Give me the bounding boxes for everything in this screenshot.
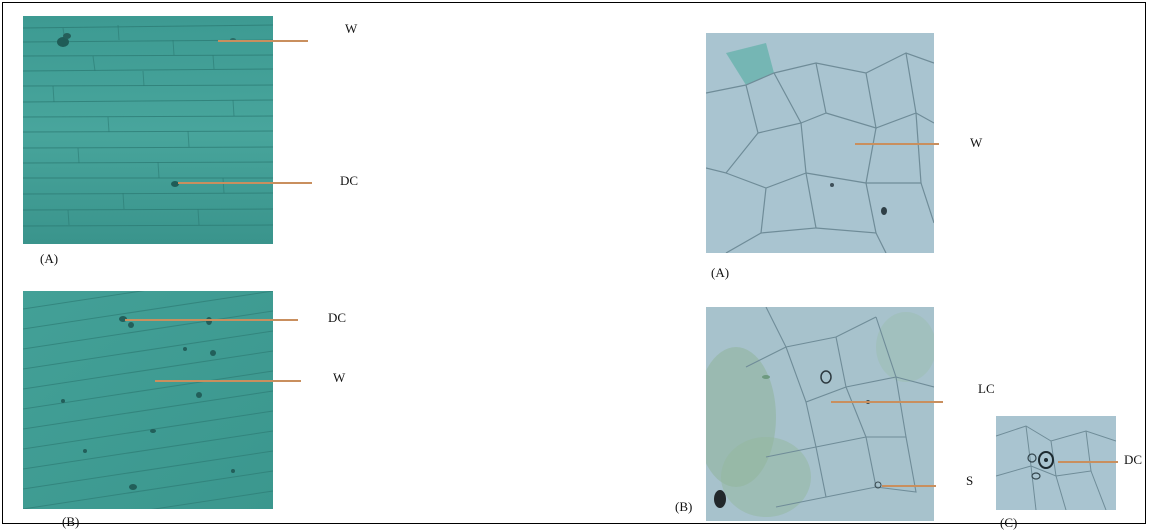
right-a-w-pointer xyxy=(855,143,939,145)
left-a-caption: (A) xyxy=(40,251,59,266)
right-panel-b-micrograph xyxy=(706,307,934,521)
right-b-caption: (B) xyxy=(675,499,693,514)
right-c-dc-pointer xyxy=(1058,461,1118,463)
left-b-dc-pointer xyxy=(125,319,298,321)
left-panel-b-micrograph xyxy=(23,291,273,509)
right-b-lc-pointer xyxy=(831,401,943,403)
right-b-s-pointer xyxy=(882,485,936,487)
left-b-w-pointer xyxy=(155,380,301,382)
right-c-caption: (C) xyxy=(1000,515,1018,530)
left-a-label-dc: DC xyxy=(340,173,359,188)
left-b-caption: (B) xyxy=(62,514,80,529)
left-a-dc-pointer xyxy=(178,182,312,184)
left-b-label-dc: DC xyxy=(328,310,347,325)
right-b-label-s: S xyxy=(966,473,974,488)
left-a-label-w: W xyxy=(345,21,358,36)
left-panel-a-micrograph xyxy=(23,16,273,244)
right-b-label-lc: LC xyxy=(978,381,995,396)
right-panel-c-micrograph xyxy=(996,416,1116,510)
right-a-caption: (A) xyxy=(711,265,730,280)
left-b-label-w: W xyxy=(333,370,346,385)
right-a-label-w: W xyxy=(970,135,983,150)
left-a-w-pointer xyxy=(218,40,308,42)
right-c-label-dc: DC xyxy=(1124,452,1143,467)
